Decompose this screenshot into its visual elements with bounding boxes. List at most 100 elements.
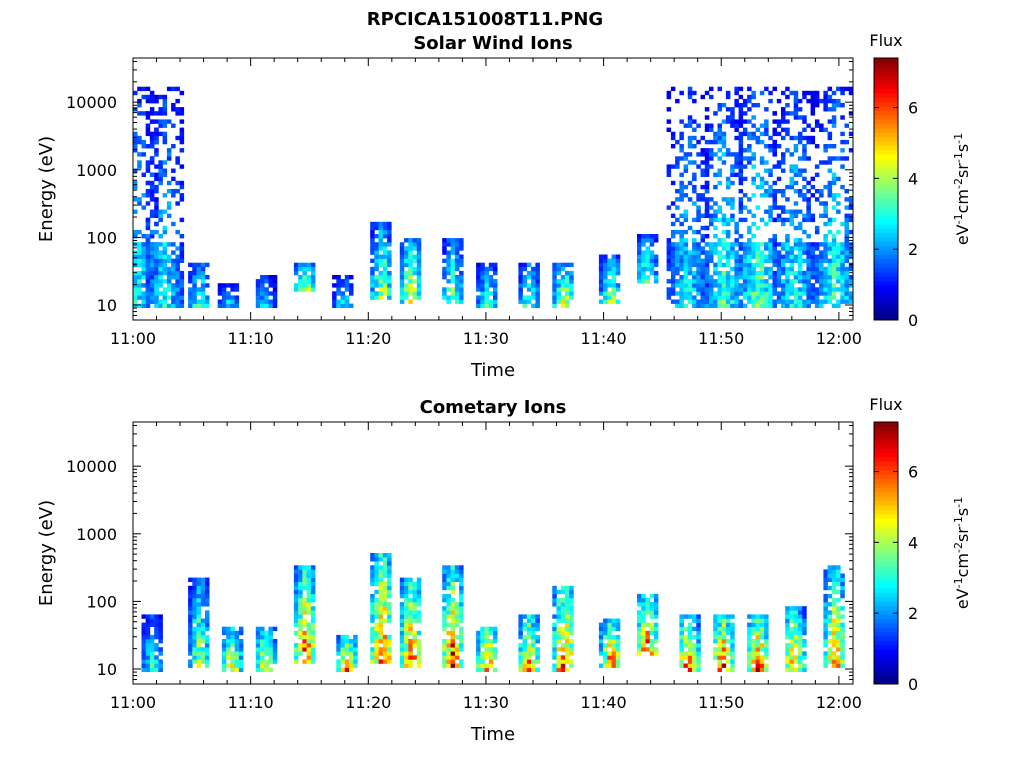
heatmap-cell (679, 614, 684, 619)
heatmap-cell (370, 565, 375, 570)
heatmap-cell (450, 295, 456, 300)
colorbar-segment (874, 544, 898, 550)
heatmap-cell (831, 193, 837, 198)
heatmap-cell (637, 234, 642, 239)
heatmap-cell (374, 295, 379, 300)
heatmap-cell (149, 618, 155, 623)
heatmap-cell (793, 180, 799, 186)
heatmap-cell (675, 242, 680, 247)
heatmap-cell (565, 291, 570, 296)
heatmap-cell (738, 197, 744, 202)
heatmap-cell (175, 283, 180, 288)
heatmap-cell (349, 291, 354, 296)
heatmap-cell (175, 279, 180, 284)
heatmap-cell (827, 655, 833, 660)
heatmap-cell (734, 172, 739, 177)
heatmap-cell (310, 639, 316, 644)
heatmap-cell (772, 148, 777, 153)
heatmap-cell (310, 573, 316, 578)
heatmap-cell (192, 283, 197, 288)
heatmap-cell (793, 303, 799, 308)
heatmap-cell (823, 266, 828, 272)
heatmap-cell (598, 630, 604, 636)
x-tick-label: 11:00 (110, 693, 156, 712)
heatmap-cell (264, 659, 269, 664)
heatmap-cell (793, 189, 799, 194)
heatmap-cell (336, 291, 341, 296)
heatmap-cell (442, 565, 447, 570)
heatmap-cell (535, 659, 540, 664)
heatmap-cell (797, 242, 803, 247)
heatmap-cell (759, 299, 765, 304)
heatmap-cell (666, 262, 672, 268)
heatmap-cell (349, 287, 354, 292)
solar-wind-panel: Solar Wind Ions 11:00 11:10 11:20 11:30 11:4… (36, 31, 972, 381)
colorbar-segment (874, 119, 898, 124)
heatmap-cell (751, 270, 756, 276)
heatmap-cell (789, 651, 794, 656)
heatmap-cell (793, 254, 799, 259)
heatmap-cell (725, 94, 731, 100)
heatmap-cell (171, 291, 176, 296)
heatmap-cell (179, 287, 185, 292)
colorbar-segment (874, 88, 898, 94)
heatmap-cell (484, 634, 489, 640)
heatmap-cell (408, 250, 413, 255)
heatmap-cell (768, 303, 773, 308)
heatmap-cell (526, 295, 532, 300)
heatmap-cell (789, 90, 794, 96)
heatmap-cell (721, 639, 727, 644)
heatmap-cell (399, 630, 405, 636)
heatmap-cell (641, 643, 646, 648)
heatmap-cell (166, 119, 172, 124)
heatmap-cell (764, 246, 769, 251)
heatmap-cell (408, 647, 413, 652)
heatmap-cell (154, 148, 159, 153)
heatmap-cell (344, 651, 350, 656)
colorbar-segment (874, 123, 898, 129)
heatmap-cell (700, 258, 705, 263)
heatmap-cell (840, 634, 845, 640)
heatmap-cell (560, 655, 566, 660)
heatmap-cell (692, 643, 697, 648)
heatmap-cell (217, 303, 223, 308)
heatmap-cell (306, 598, 312, 603)
heatmap-cell (459, 647, 464, 652)
heatmap-cell (810, 270, 816, 276)
heatmap-cell (802, 229, 807, 235)
heatmap-cell (399, 258, 405, 263)
heatmap-cell (442, 598, 447, 603)
heatmap-cell (721, 614, 727, 619)
heatmap-cell (336, 287, 341, 292)
heatmap-cell (806, 123, 811, 128)
heatmap-cell (226, 295, 231, 300)
heatmap-cell (687, 258, 693, 263)
heatmap-cell (349, 275, 354, 280)
heatmap-cell (459, 593, 464, 599)
heatmap-cell (793, 610, 799, 615)
heatmap-cell (378, 602, 384, 607)
heatmap-cell (814, 189, 820, 194)
heatmap-cell (200, 299, 206, 304)
heatmap-cell (264, 279, 269, 284)
heatmap-cell (310, 643, 316, 648)
heatmap-cell (785, 647, 790, 652)
heatmap-cell (416, 238, 422, 243)
heatmap-cell (476, 634, 481, 640)
heatmap-cell (696, 164, 701, 169)
heatmap-cell (221, 626, 227, 632)
heatmap-cell (692, 295, 697, 300)
heatmap-cell (408, 299, 413, 304)
heatmap-cell (725, 303, 731, 308)
heatmap-cell (137, 279, 142, 284)
heatmap-cell (556, 598, 561, 603)
heatmap-cell (827, 647, 833, 652)
heatmap-cell (205, 303, 210, 308)
heatmap-cell (522, 659, 528, 664)
colorbar-segment (874, 254, 898, 260)
heatmap-cell (230, 651, 235, 656)
heatmap-cell (412, 279, 417, 284)
heatmap-cell (653, 234, 659, 239)
heatmap-cell (844, 295, 849, 300)
heatmap-cell (823, 234, 828, 239)
